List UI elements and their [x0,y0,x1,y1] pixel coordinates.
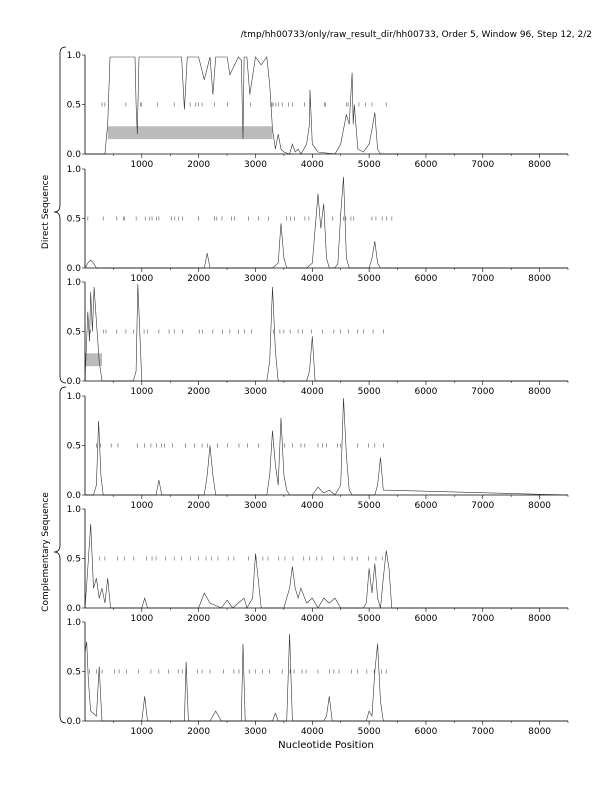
x-tick-label: 6000 [414,274,437,284]
complementary-sequence-label: Complementary Sequence [41,492,51,612]
x-tick-label: 4000 [301,160,324,170]
y-tick-label: 0.5 [67,215,81,225]
x-tick-label: 3000 [244,501,267,511]
panel-3: 0.0 0.5 1.0 1000 2000 3000 4000 5000 6000 7000 800… [67,278,569,397]
series-line [84,176,568,269]
complementary-sequence-brace [53,386,67,724]
x-tick-label: 5000 [358,614,381,624]
y-tick-label: 0.0 [67,717,82,727]
y-tick-label: 0.0 [67,150,82,160]
y-tick-label: 1.0 [67,618,82,628]
series-line [84,283,568,382]
x-tick-label: 4000 [301,274,324,284]
x-tick-label: 5000 [358,387,381,397]
x-tick-label: 1000 [130,387,153,397]
x-tick-label: 3000 [244,274,267,284]
x-tick-label: 3000 [244,614,267,624]
x-tick-label: 5000 [358,274,381,284]
y-tick-label: 0.0 [67,377,82,387]
x-tick-label: 2000 [187,387,210,397]
x-tick-label: 5000 [358,727,381,737]
x-tick-label: 7000 [471,614,494,624]
highlight-box [85,353,103,367]
panel-5: 0.0 0.5 1.0 1000 2000 3000 4000 5000 6000 7000 800… [67,505,569,624]
x-axis-label: Nucleotide Position [278,740,374,751]
panel-6: 0.0 0.5 1.0 1000 2000 3000 4000 5000 6000 7000 800… [67,618,569,737]
page-title: /tmp/hh00733/only/raw_result_dir/hh00733… [241,30,592,40]
direct-sequence-brace [53,46,67,384]
x-tick-label: 6000 [414,387,437,397]
y-tick-label: 1.0 [67,392,82,402]
x-tick-label: 7000 [471,501,494,511]
x-tick-label: 2000 [187,160,210,170]
panel-2: 0.0 0.5 1.0 1000 2000 3000 4000 5000 6000 7000 800… [67,165,569,284]
x-tick-label: 1000 [130,160,153,170]
x-tick-label: 3000 [244,160,267,170]
y-tick-label: 0.5 [67,442,81,452]
panel-1: 0.0 0.5 1.0 1000 2000 3000 4000 5000 6000 7000 800… [67,51,569,170]
y-tick-label: 0.0 [67,491,82,501]
x-tick-label: 6000 [414,614,437,624]
x-tick-label: 4000 [301,614,324,624]
x-tick-label: 4000 [301,501,324,511]
x-tick-label: 8000 [528,501,551,511]
x-tick-label: 6000 [414,501,437,511]
x-tick-label: 4000 [301,387,324,397]
x-tick-label: 6000 [414,160,437,170]
x-tick-label: 1000 [130,727,153,737]
y-tick-label: 0.5 [67,101,81,111]
x-tick-label: 7000 [471,160,494,170]
x-tick-label: 2000 [187,614,210,624]
x-tick-label: 7000 [471,727,494,737]
y-tick-label: 1.0 [67,505,82,515]
highlight-box [107,126,273,140]
direct-sequence-label: Direct Sequence [41,174,51,249]
y-tick-label: 0.0 [67,604,82,614]
x-tick-label: 7000 [471,387,494,397]
x-tick-label: 5000 [358,160,381,170]
x-tick-label: 1000 [130,501,153,511]
y-tick-label: 1.0 [67,165,82,175]
y-tick-label: 1.0 [67,51,82,61]
x-tick-label: 8000 [528,160,551,170]
x-tick-label: 3000 [244,387,267,397]
y-tick-label: 1.0 [67,278,82,288]
x-tick-label: 5000 [358,501,381,511]
panels-group: 0.0 0.5 1.0 1000 2000 3000 4000 5000 6000 7000 800… [67,51,569,737]
series-line [85,56,568,155]
series-line [85,397,569,496]
series-line [84,633,568,722]
x-tick-label: 3000 [244,727,267,737]
x-tick-label: 8000 [528,614,551,624]
x-tick-label: 1000 [130,274,153,284]
x-tick-label: 8000 [528,274,551,284]
x-tick-label: 2000 [187,727,210,737]
x-tick-label: 4000 [301,727,324,737]
x-tick-label: 1000 [130,614,153,624]
panel-4: 0.0 0.5 1.0 1000 2000 3000 4000 5000 6000 7000 800… [67,392,569,511]
y-tick-label: 0.5 [67,668,81,678]
x-tick-label: 8000 [528,727,551,737]
series-line [84,523,568,609]
x-tick-label: 2000 [187,274,210,284]
y-tick-label: 0.5 [67,555,81,565]
x-tick-label: 8000 [528,387,551,397]
group-labels: Direct Sequence Complementary Sequence [41,46,67,724]
x-tick-label: 2000 [187,501,210,511]
y-tick-label: 0.0 [67,264,82,274]
x-tick-label: 7000 [471,274,494,284]
x-tick-label: 6000 [414,727,437,737]
y-tick-label: 0.5 [67,328,81,338]
